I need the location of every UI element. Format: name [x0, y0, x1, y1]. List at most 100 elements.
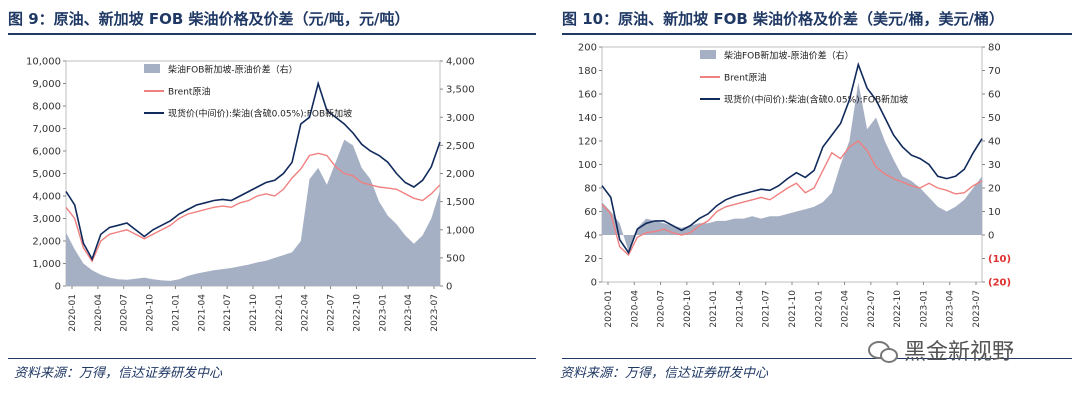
x-tick-label: 2023-07 — [972, 290, 982, 328]
y-left-tick-label: 4,000 — [32, 192, 61, 203]
y-left-tick-label: 3,000 — [32, 214, 61, 225]
x-tick-label: 2020-10 — [683, 290, 693, 328]
x-tick-label: 2023-04 — [946, 290, 956, 328]
y-right-tick-label: 0 — [988, 231, 994, 242]
x-tick-label: 2021-04 — [735, 290, 745, 328]
source-rule-right — [562, 358, 1072, 359]
title-rule-left — [8, 33, 536, 35]
x-tick-label: 2022-07 — [867, 290, 877, 328]
chart-left: 0 1,000 2,000 3,000 4,000 5,000 6,000 7,000 8,00… — [26, 57, 475, 332]
legend-diesel-label: 现货价(中间价):柴油(含硫0.05%):FOB新加坡 — [724, 94, 908, 106]
x-tick-label: 2020-01 — [604, 290, 614, 328]
source-rule-left — [8, 358, 536, 359]
x-tick-label: 2022-10 — [893, 290, 903, 328]
y-right-tick-label: 70 — [988, 66, 1001, 77]
x-tick-label: 2022-01 — [814, 290, 824, 328]
x-tick-label: 2021-01 — [171, 294, 181, 332]
y-left-tick-label: 8,000 — [32, 102, 61, 113]
y-right-tick-label: (10) — [988, 254, 1011, 265]
x-tick-label: 2022-07 — [327, 294, 337, 332]
watermark: 黑金新视野 — [868, 334, 1014, 366]
x-tick-label: 2022-04 — [841, 290, 851, 328]
wechat-icon — [868, 339, 898, 363]
x-tick-label: 2021-10 — [788, 290, 798, 328]
source-note-right: 资料来源：万得，信达证券研发中心 — [560, 366, 769, 381]
y-left-tick-label: 0 — [55, 282, 61, 293]
legend-spread-label: 柴油FOB新加坡-原油价差（右） — [724, 50, 854, 62]
x-tick-label: 2022-10 — [352, 294, 362, 332]
y-left-tick-label: 0 — [591, 278, 597, 289]
legend-brent-label: Brent原油 — [724, 72, 766, 84]
x-tick-label: 2023-04 — [404, 294, 414, 332]
diesel-line-series — [601, 61, 983, 255]
y-right-tick-label: 50 — [988, 113, 1001, 124]
legend-spread-swatch — [144, 64, 160, 73]
y-left-tick-label: 140 — [578, 113, 597, 124]
x-tick-label: 2020-07 — [120, 294, 130, 332]
chart-title-left: 图 9：原油、新加坡 FOB 柴油价格及价差（元/吨，元/吨） — [8, 10, 410, 28]
legend-spread-label: 柴油FOB新加坡-原油价差（右） — [168, 64, 298, 76]
brent-line-series — [65, 152, 441, 263]
x-tick-label: 2020-10 — [146, 294, 156, 332]
y-right-tick-label: 60 — [988, 90, 1001, 101]
legend-spread-swatch — [700, 50, 716, 59]
spread-area-series — [66, 139, 440, 286]
source-note-left: 资料来源：万得，信达证券研发中心 — [14, 366, 223, 381]
legend-brent-label: Brent原油 — [168, 86, 210, 98]
y-right-tick-label: 3,000 — [446, 113, 475, 124]
y-left-tick-label: 5,000 — [32, 169, 61, 180]
y-left-tick-label: 120 — [578, 137, 597, 148]
y-left-tick-label: 60 — [584, 207, 597, 218]
y-left-tick-label: 100 — [578, 160, 597, 171]
x-tick-label: 2021-04 — [197, 294, 207, 332]
watermark-text: 黑金新视野 — [904, 340, 1015, 365]
x-tick-label: 2020-01 — [68, 294, 78, 332]
y-right-tick-label: 40 — [988, 137, 1001, 148]
y-right-tick-label: 1,500 — [446, 197, 475, 208]
y-left-tick-label: 160 — [578, 90, 597, 101]
y-left-tick-label: 7,000 — [32, 124, 61, 135]
x-tick-label: 2023-07 — [430, 294, 440, 332]
brent-line-series — [601, 140, 983, 257]
y-right-tick-label: (20) — [988, 278, 1011, 289]
x-tick-label: 2022-01 — [275, 294, 285, 332]
y-right-tick-label: 4,000 — [446, 57, 475, 68]
y-left-tick-label: 200 — [578, 43, 597, 54]
y-left-tick-label: 10,000 — [26, 57, 61, 68]
x-tick-label: 2022-04 — [301, 294, 311, 332]
y-right-tick-label: 80 — [988, 43, 1001, 54]
y-right-tick-label: 500 — [446, 253, 465, 264]
y-right-tick-label: 2,500 — [446, 141, 475, 152]
x-tick-label: 2020-04 — [630, 290, 640, 328]
y-right-tick-label: 1,000 — [446, 225, 475, 236]
chart-title-right: 图 10：原油、新加坡 FOB 柴油价格及价差（美元/桶，美元/桶） — [562, 10, 1004, 28]
x-tick-label: 2023-01 — [378, 294, 388, 332]
y-left-tick-label: 40 — [584, 231, 597, 242]
legend-diesel-label: 现货价(中间价):柴油(含硫0.05%):FOB新加坡 — [168, 108, 352, 120]
x-tick-label: 2023-01 — [919, 290, 929, 328]
y-left-tick-label: 80 — [584, 184, 597, 195]
y-left-tick-label: 180 — [578, 66, 597, 77]
x-tick-label: 2021-01 — [709, 290, 719, 328]
y-left-tick-label: 6,000 — [32, 147, 61, 158]
y-right-tick-label: 10 — [988, 207, 1001, 218]
x-tick-label: 2020-04 — [94, 294, 104, 332]
title-rule-right — [562, 33, 1072, 35]
y-right-tick-label: 0 — [446, 282, 452, 293]
y-right-tick-label: 2,000 — [446, 169, 475, 180]
x-tick-label: 2021-10 — [249, 294, 259, 332]
x-tick-label: 2021-07 — [223, 294, 233, 332]
chart-right: 0 20 40 60 80 100 120 140 160 180 200 (20) (10) 0 10 20… — [578, 43, 1011, 328]
y-left-tick-label: 2,000 — [32, 237, 61, 248]
y-left-tick-label: 9,000 — [32, 79, 61, 90]
y-left-tick-label: 20 — [584, 254, 597, 265]
diesel-line-series — [65, 80, 441, 261]
spread-area-series — [602, 82, 982, 252]
y-left-tick-label: 1,000 — [32, 259, 61, 270]
y-right-tick-label: 30 — [988, 160, 1001, 171]
y-right-tick-label: 3,500 — [446, 85, 475, 96]
y-right-tick-label: 20 — [988, 184, 1001, 195]
plot-area — [601, 46, 983, 283]
x-tick-label: 2020-07 — [657, 290, 667, 328]
x-tick-label: 2021-07 — [762, 290, 772, 328]
